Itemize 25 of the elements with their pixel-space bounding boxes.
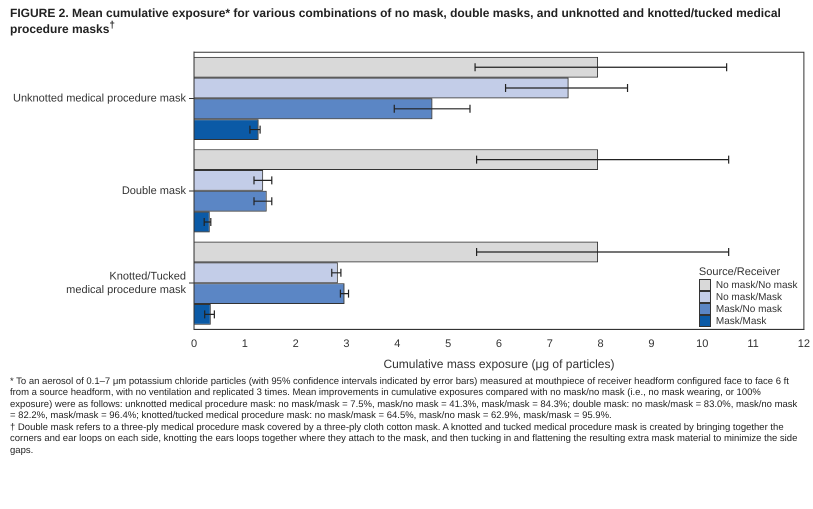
y-tick-label: Knotted/Tucked medical procedure mask: [66, 270, 187, 296]
legend-label: No mask/No mask: [716, 280, 798, 291]
text: † Double mask refers to a three-ply medical procedure mask covered by a three-ply cloth cotton mask. A knotted and tucked medical procedure mask is created by bringing together the corners and ear loops on each side, knotting the ears loops together where they attach to the mask, and then tucking in and flattening the resulting extra mask material to minimize the side gaps.: [10, 422, 798, 456]
x-tick-label: 0: [190, 338, 198, 350]
x-tick-label: 7: [546, 338, 553, 350]
x-axis-title: Cumulative mass exposure (μg of particles): [383, 357, 614, 372]
x-tick-label: 6: [496, 338, 502, 350]
y-tick-label: Double mask: [122, 184, 187, 197]
x-tick-label: 3: [343, 338, 350, 350]
legend-label: No mask/Mask: [716, 292, 782, 303]
legend-label: Mask/No mask: [716, 304, 782, 315]
x-tick-label: 10: [696, 338, 708, 350]
x-tick-label: 4: [394, 338, 400, 350]
text: * To an aerosol of 0.1–7 μm potassium chloride particles (with 95% confidence intervals indicated by error bars) measured at mouthpiece of receiver headform configured face to face 6 ft from a source headform, with no ventilation and replicated 3 times. Mean improvements in cumulative exposures compared with no mask/no mask (i.e., no mask wearing, or 100% exposure) were as follows: unknotted medical procedure mask: no mask/mask = 7.5%, mask/no mask = 41.3%, mask/mask = 84.3%; double mask: no mask/mask = 83.0%, mask/no mask = 82.2%, mask/mask = 96.4%; knotted/tucked medical procedure mask: no mask/mask = 64.5%, mask/no mask = 62.9%, mask/mask = 95.9%.: [10, 376, 798, 422]
x-tick-label: 1: [242, 338, 248, 350]
x-tick-label: 2: [292, 338, 299, 350]
x-tick-label: 5: [445, 338, 452, 350]
chart-title: FIGURE 2. Mean cumulative exposure* for various combinations of no mask, double masks, and unknotted and knotted/tucked medical procedure masks$^{†}$: [9, 5, 782, 36]
x-tick-label: 9: [648, 338, 654, 350]
y-tick-label: Unknotted medical procedure mask: [13, 92, 187, 104]
legend-label: Mask/Mask: [716, 316, 766, 327]
x-tick-label: 11: [747, 338, 759, 350]
legend-title: Source/Receiver: [698, 266, 782, 278]
x-tick-label: 12: [798, 338, 810, 350]
x-tick-label: 8: [598, 338, 604, 350]
